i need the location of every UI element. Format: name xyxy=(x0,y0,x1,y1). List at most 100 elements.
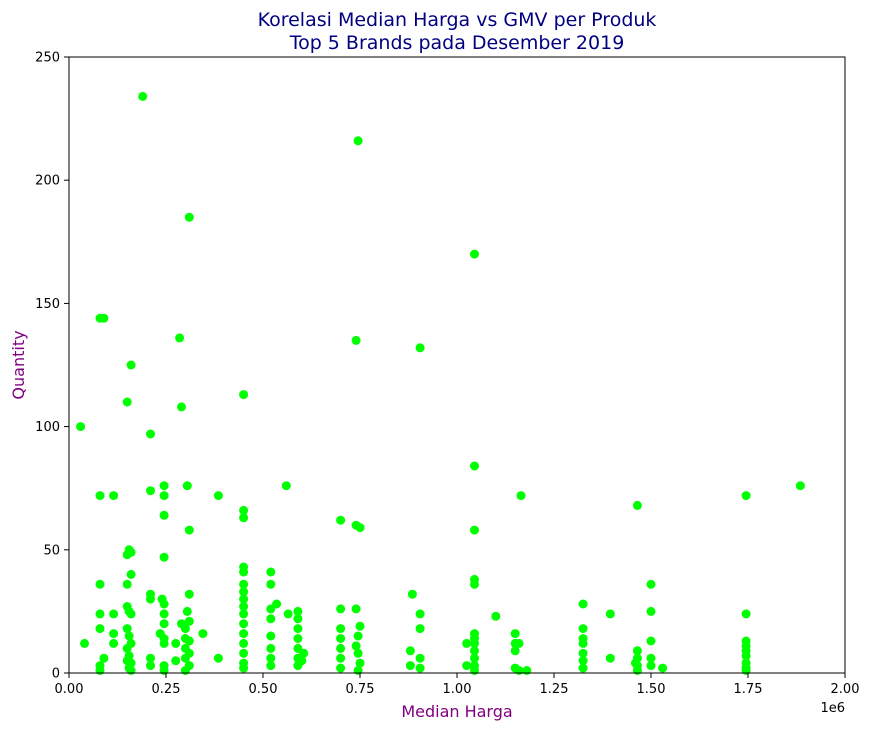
data-point xyxy=(266,579,276,589)
data-point xyxy=(336,634,346,643)
data-point xyxy=(646,661,656,671)
data-point xyxy=(109,491,119,501)
data-point xyxy=(605,653,615,663)
data-point xyxy=(126,609,136,619)
data-point xyxy=(470,579,479,589)
data-point xyxy=(510,646,520,656)
data-point xyxy=(182,481,192,491)
data-point xyxy=(632,646,642,656)
data-point xyxy=(109,638,119,648)
data-point xyxy=(159,599,169,609)
data-point xyxy=(462,661,472,671)
data-point xyxy=(122,579,132,589)
data-point xyxy=(266,631,276,641)
data-point xyxy=(351,335,361,345)
data-point xyxy=(122,624,132,634)
data-point xyxy=(180,653,190,663)
data-point xyxy=(239,579,249,589)
data-point xyxy=(355,523,365,533)
x-tick-label: 1.00 xyxy=(443,682,472,697)
data-point xyxy=(126,360,136,370)
data-point xyxy=(159,619,169,629)
data-point xyxy=(122,397,132,407)
y-axis: 0 50 100 150 200 250 xyxy=(35,51,69,682)
x-tick-label: 0.75 xyxy=(346,682,375,697)
data-point xyxy=(95,609,105,619)
y-tick-label: 0 xyxy=(52,667,60,682)
data-point xyxy=(122,643,132,653)
data-point xyxy=(516,491,526,501)
data-point xyxy=(239,602,249,611)
data-point xyxy=(159,666,169,675)
data-point xyxy=(146,661,155,671)
data-point xyxy=(632,500,642,510)
chart-title-line2: Top 5 Brands pada Desember 2019 xyxy=(289,32,625,54)
data-point xyxy=(159,609,169,619)
data-point xyxy=(159,638,169,648)
data-point xyxy=(239,567,249,577)
data-point xyxy=(351,604,361,614)
data-point xyxy=(336,624,346,634)
data-point xyxy=(470,461,479,471)
data-point xyxy=(646,579,656,589)
data-point xyxy=(99,653,109,663)
data-point xyxy=(578,656,588,666)
data-point xyxy=(146,486,155,496)
data-point xyxy=(266,614,276,624)
data-point xyxy=(95,579,105,589)
data-point xyxy=(171,638,181,648)
data-point xyxy=(239,663,249,673)
data-point xyxy=(405,646,415,656)
data-point xyxy=(578,663,588,673)
data-point xyxy=(239,648,249,658)
plot-frame xyxy=(68,56,846,674)
data-point xyxy=(741,491,751,501)
data-point xyxy=(631,658,640,668)
data-point xyxy=(491,611,501,621)
data-point xyxy=(470,646,479,656)
data-point xyxy=(177,402,186,412)
data-point xyxy=(213,491,223,501)
x-offset-text: 1e6 xyxy=(820,701,845,716)
data-point xyxy=(146,594,155,604)
data-point xyxy=(109,609,119,619)
data-point xyxy=(95,666,105,675)
data-point xyxy=(184,525,194,535)
x-tick-label: 1.25 xyxy=(540,682,569,697)
data-point xyxy=(184,212,194,222)
data-point xyxy=(180,624,190,634)
data-point xyxy=(239,629,249,639)
data-point xyxy=(578,638,588,648)
data-point xyxy=(462,638,472,648)
data-point xyxy=(80,638,89,648)
data-point xyxy=(514,666,524,675)
data-point xyxy=(99,313,109,323)
data-point xyxy=(213,653,223,663)
y-tick-label: 250 xyxy=(35,51,60,66)
data-point xyxy=(293,614,303,624)
data-point xyxy=(266,567,276,577)
y-axis-label: Quantity xyxy=(9,330,28,399)
data-point xyxy=(272,599,282,609)
data-point xyxy=(126,569,136,579)
data-point xyxy=(605,609,615,619)
data-point xyxy=(336,515,346,525)
data-point xyxy=(353,136,363,146)
x-tick-label: 2.00 xyxy=(831,682,860,697)
data-point xyxy=(510,629,520,639)
data-point xyxy=(353,666,363,675)
data-point xyxy=(415,624,425,634)
data-point xyxy=(109,629,119,639)
data-point xyxy=(184,636,194,646)
data-point xyxy=(122,550,132,560)
data-point xyxy=(198,629,208,639)
data-point xyxy=(658,663,668,673)
data-point xyxy=(239,587,249,597)
data-point xyxy=(159,481,169,491)
data-point xyxy=(795,481,805,491)
y-tick-label: 200 xyxy=(35,174,60,189)
data-point xyxy=(126,666,136,675)
data-point xyxy=(293,606,303,616)
data-point xyxy=(415,653,425,663)
data-point xyxy=(293,624,303,634)
